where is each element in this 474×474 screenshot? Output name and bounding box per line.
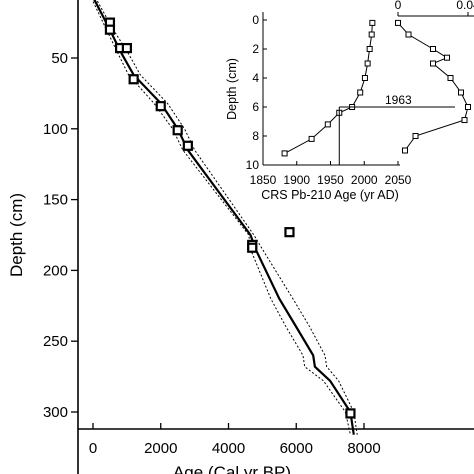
inset-y-tick-label-4: 8: [252, 129, 259, 143]
pb210-age-marker-3: [364, 60, 371, 67]
main-x-axis-title: Age (Cal yr BP): [173, 463, 291, 474]
main-y-ticks: 50 100 150 200 250 300: [43, 50, 78, 421]
pb210-age-marker-5: [357, 89, 364, 96]
inset-x-tick-label-3: 2000: [351, 173, 378, 187]
radiocarbon-date-marker-11: [345, 408, 356, 419]
activity-marker-6: [458, 89, 464, 96]
pb210-age-marker-10: [281, 150, 288, 157]
main-x-ticks: 0 2000 4000 6000 8000: [89, 423, 381, 457]
activity-marker-8: [461, 117, 468, 124]
inset-x-tick-label-2: 1950: [317, 173, 344, 187]
radiocarbon-date-marker-5: [155, 101, 166, 112]
main-x-tick-label-2: 4000: [212, 440, 245, 457]
inset-x-tick-label-0: 1850: [250, 173, 277, 187]
activity-line: [397, 22, 469, 151]
inset-y-axis-title: Depth (cm): [225, 58, 239, 120]
main-y-tick-label-4: 250: [43, 333, 68, 350]
radiocarbon-date-marker-4: [128, 74, 139, 85]
pb210-age-marker-4: [361, 75, 368, 81]
main-y-tick-label-3: 200: [43, 262, 68, 279]
inset-y-tick-label-3: 6: [252, 100, 259, 114]
radiocarbon-date-marker-1: [104, 24, 116, 35]
main-x-tick-label-1: 2000: [144, 440, 177, 457]
main-x-tick-label-3: 6000: [280, 440, 313, 457]
main-markers: [104, 17, 356, 419]
inset-right-tick-label-0: 0: [395, 0, 402, 12]
radiocarbon-date-marker-10: [284, 227, 295, 238]
annotation-1963: 1963: [385, 93, 412, 107]
pb210-age-marker-0: [369, 19, 376, 26]
inset-x-tick-label-4: 2050: [385, 173, 412, 187]
inset-right-lines: [395, 19, 471, 154]
activity-marker-0: [395, 19, 401, 26]
activity-marker-3: [444, 54, 450, 61]
pb210-age-marker-8: [324, 121, 331, 128]
activity-marker-7: [465, 104, 471, 110]
confidence-lower-line: [91, 0, 351, 435]
main-lines: [91, 0, 358, 435]
inset-x-ticks: 1850 1900 1950 2000 2050: [250, 161, 412, 187]
main-y-tick-label-2: 150: [43, 192, 68, 209]
radiocarbon-date-marker-7: [182, 140, 193, 151]
inset-activity-chart: 00.04: [395, 0, 474, 154]
radiocarbon-date-marker-9: [247, 242, 258, 253]
main-y-tick-label-5: 300: [43, 404, 68, 421]
inset-right-ticks: 00.04: [395, 0, 474, 16]
activity-marker-4: [430, 60, 436, 67]
pb210-age-marker-9: [308, 135, 315, 142]
inset-x-axis-title: CRS Pb-210 Age (yr AD): [261, 188, 399, 202]
inset-y-tick-label-1: 2: [252, 42, 259, 56]
main-x-tick-label-0: 0: [89, 440, 97, 457]
age-model-line: [93, 0, 355, 435]
main-y-tick-label-0: 50: [51, 50, 68, 67]
main-x-tick-label-4: 8000: [347, 440, 380, 457]
main-y-axis-title: Depth (cm): [7, 193, 26, 277]
radiocarbon-date-marker-3: [121, 42, 132, 54]
inset-y-tick-label-5: 10: [246, 158, 260, 172]
main-y-tick-label-1: 100: [43, 121, 68, 138]
activity-marker-9: [412, 133, 419, 139]
inset-y-ticks: 0 2 4 6 8 10: [246, 13, 267, 172]
inset-y-tick-label-0: 0: [252, 13, 259, 27]
inset-lines: [281, 19, 455, 165]
activity-marker-5: [447, 75, 454, 81]
inset-x-tick-label-1: 1900: [283, 173, 310, 187]
inset-right-tick-label-1: 0.04: [456, 0, 474, 12]
pb210-age-marker-2: [366, 46, 373, 52]
pb210-age-line: [284, 22, 373, 154]
pb210-age-marker-1: [368, 31, 375, 38]
radiocarbon-date-marker-6: [172, 125, 183, 136]
activity-marker-10: [402, 147, 408, 154]
activity-marker-1: [405, 31, 412, 38]
activity-marker-2: [430, 46, 436, 52]
inset-y-tick-label-2: 4: [252, 71, 259, 85]
